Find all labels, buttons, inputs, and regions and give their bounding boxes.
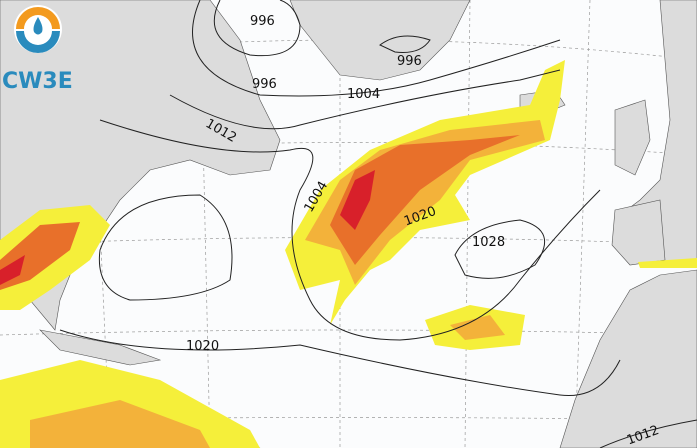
cw3e-logo: CW3E — [2, 5, 73, 94]
isobar-label: 1004 — [347, 87, 380, 102]
isobar-label: 996 — [252, 77, 277, 92]
water-drop-icon — [33, 17, 43, 35]
isobar-label: 1028 — [472, 235, 505, 250]
logo-water-arc — [16, 31, 60, 53]
british-isles — [614, 99, 651, 176]
greenland — [289, 0, 471, 81]
isobar-label: 996 — [397, 54, 422, 69]
isobar-label: 996 — [250, 14, 275, 29]
isobar-label: 1020 — [186, 339, 219, 354]
isobars — [59, 0, 697, 448]
ivt-shading — [0, 60, 697, 448]
logo-text: CW3E — [2, 69, 73, 94]
logo-sun-arc — [16, 7, 60, 29]
africa — [559, 269, 697, 448]
cuba-caribbean — [39, 329, 162, 366]
